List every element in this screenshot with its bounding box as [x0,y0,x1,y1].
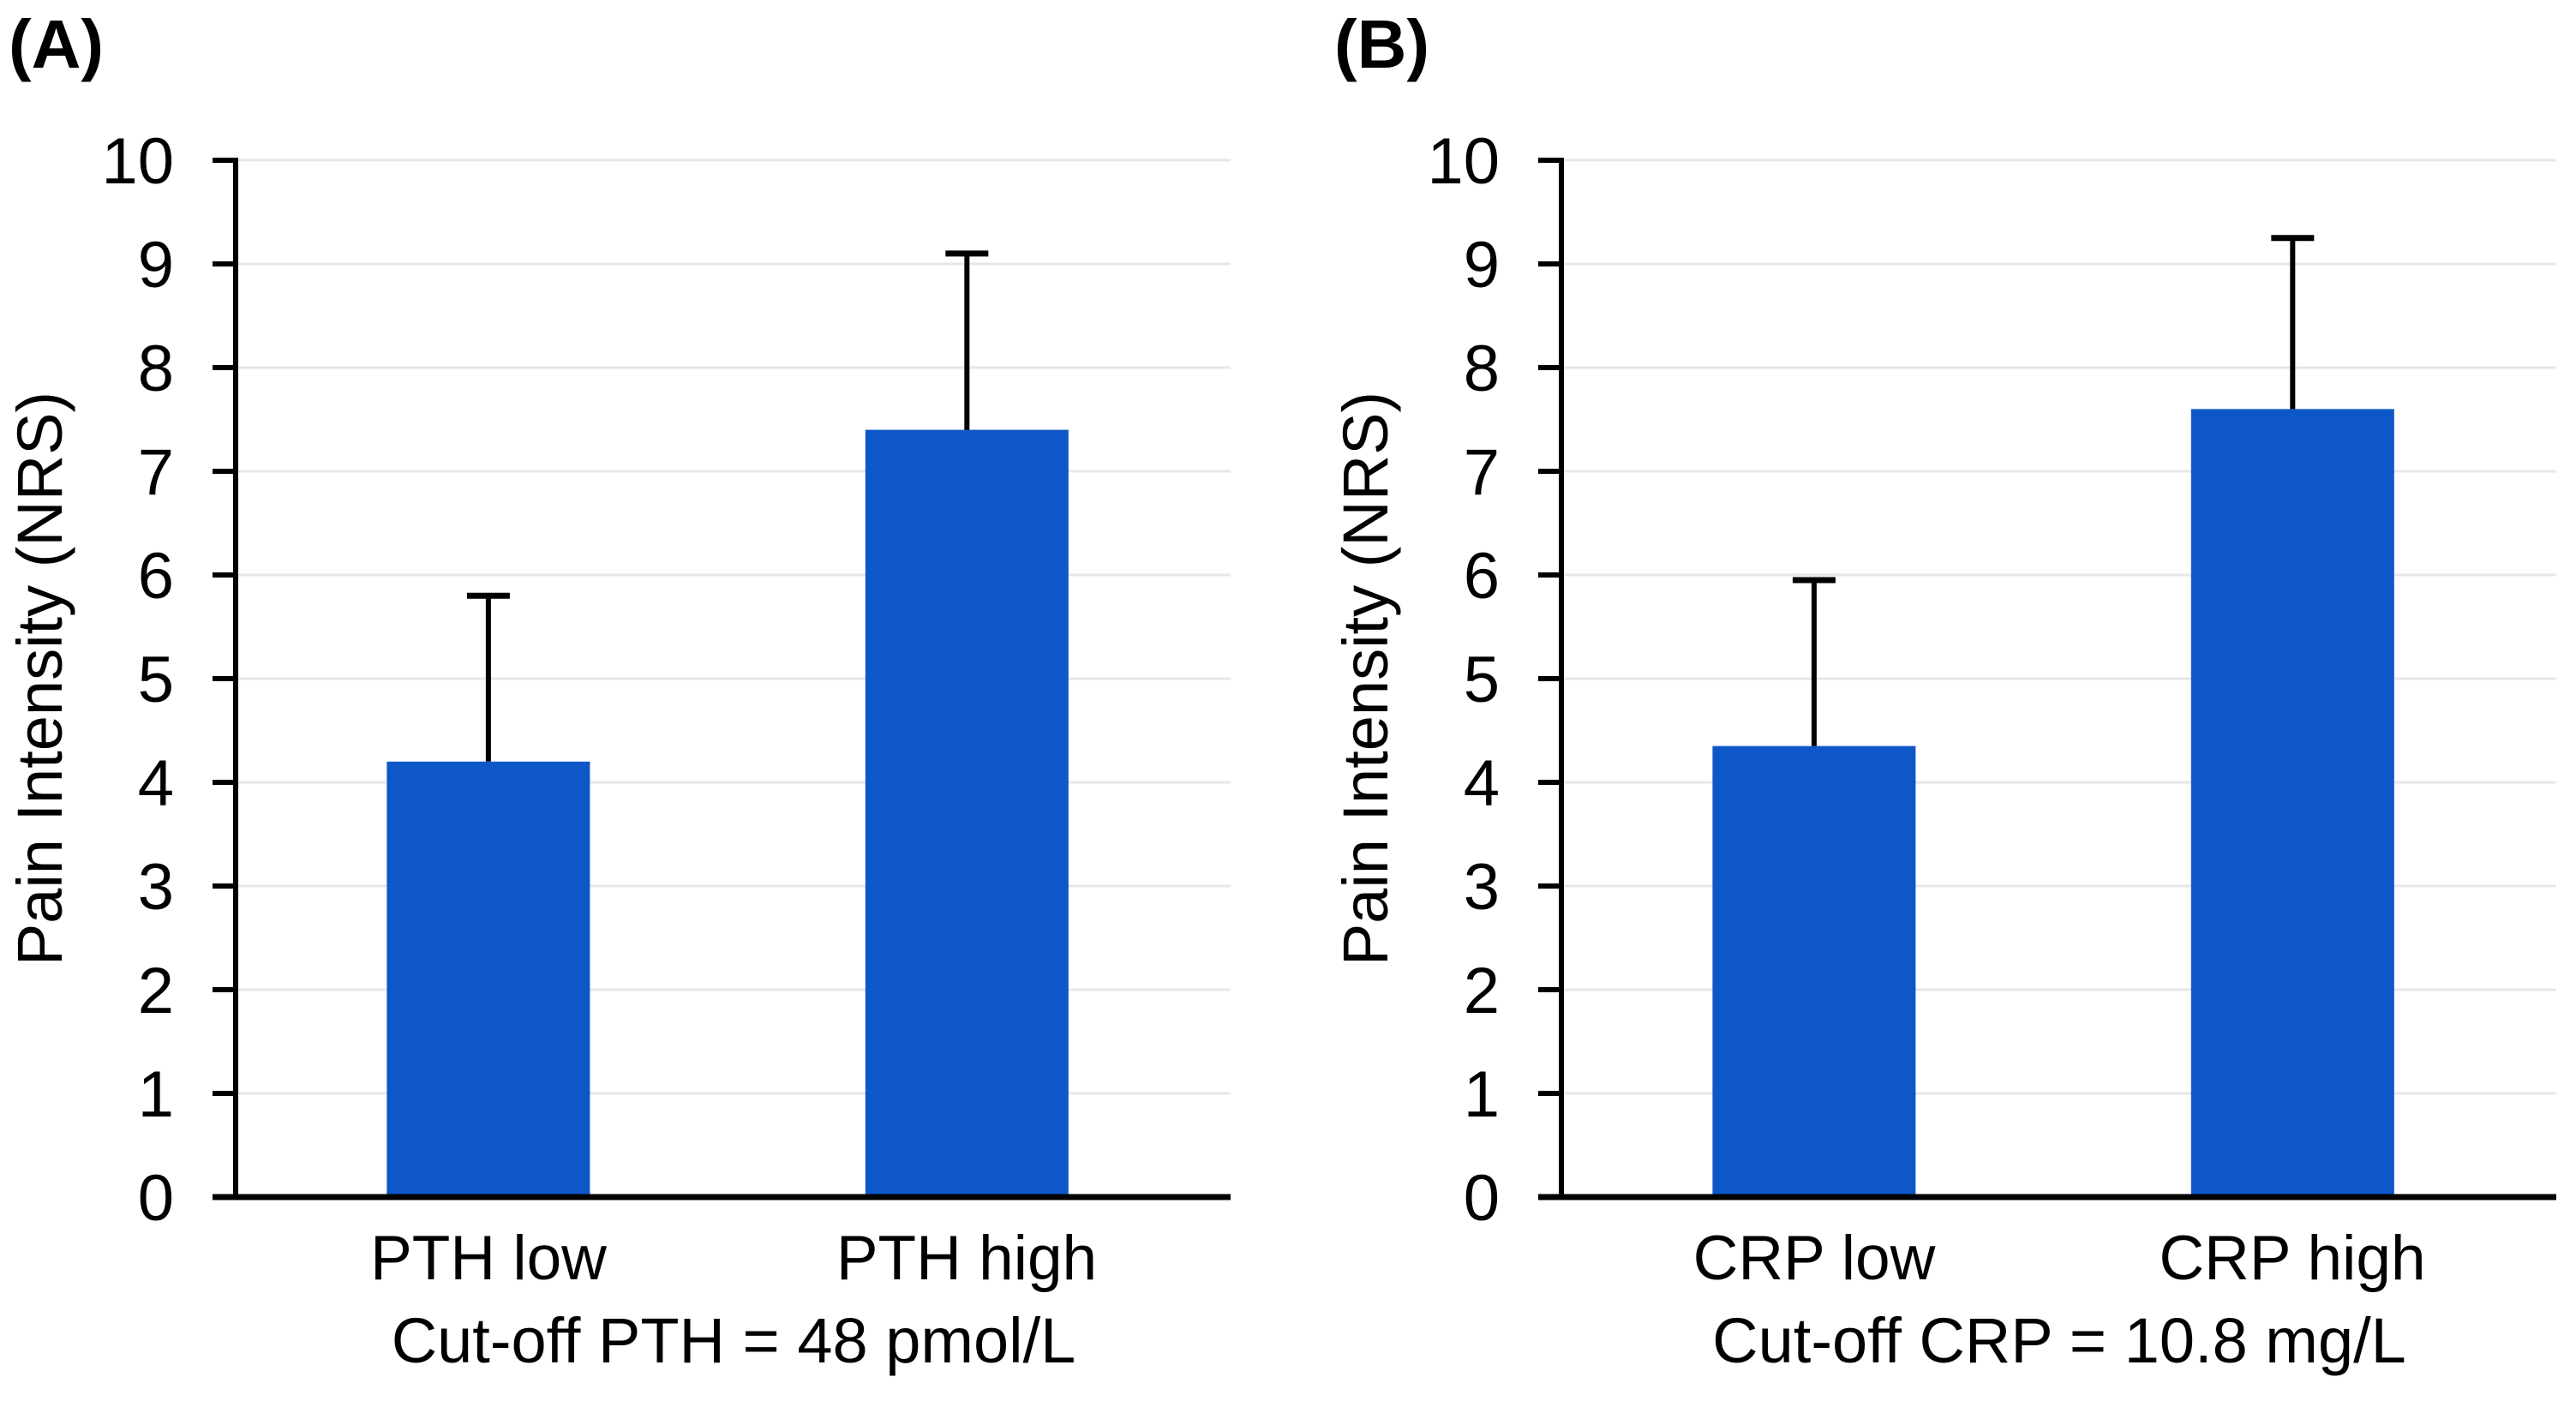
y-tick-label: 4 [1464,747,1500,820]
y-tick-label: 1 [138,1058,174,1131]
y-tick-label: 8 [138,332,174,405]
y-tick-label: 10 [101,125,174,198]
y-tick-label: 6 [1464,540,1500,613]
y-tick-label: 6 [138,540,174,613]
y-tick-label: 9 [138,229,174,302]
x-axis-caption-panel-b: Cut-off CRP = 10.8 mg/L [1712,1305,2406,1376]
panel-a-letter: (A) [9,6,105,82]
x-category-label-pth-high: PTH high [836,1224,1098,1293]
y-tick-label: 10 [1427,125,1500,198]
y-tick-label: 3 [1464,851,1500,924]
x-axis-caption-panel-a: Cut-off PTH = 48 pmol/L [391,1305,1076,1376]
bar-pth-high [865,429,1069,1198]
y-tick-label: 2 [138,955,174,1027]
y-tick-label: 0 [138,1162,174,1235]
bar-crp-low [1712,745,1916,1197]
y-tick-label: 9 [1464,229,1500,302]
x-category-label-pth-low: PTH low [370,1224,607,1293]
y-tick-label: 5 [138,644,174,716]
y-axis-title: Pain Intensity (NRS) [4,392,75,966]
panel-b-letter: (B) [1334,6,1430,82]
y-tick-label: 7 [1464,436,1500,509]
x-category-label-crp-low: CRP low [1692,1224,1936,1293]
y-axis-title: Pain Intensity (NRS) [1330,392,1401,966]
bar-pth-low [386,761,590,1197]
y-tick-label: 8 [1464,332,1500,405]
y-tick-label: 4 [138,747,174,820]
bar-crp-high [2190,409,2394,1197]
y-tick-label: 2 [1464,955,1500,1027]
y-tick-label: 7 [138,436,174,509]
y-tick-label: 1 [1464,1058,1500,1131]
y-tick-label: 5 [1464,644,1500,716]
x-category-label-crp-high: CRP high [2159,1224,2426,1293]
y-tick-label: 3 [138,851,174,924]
y-tick-label: 0 [1464,1162,1500,1235]
